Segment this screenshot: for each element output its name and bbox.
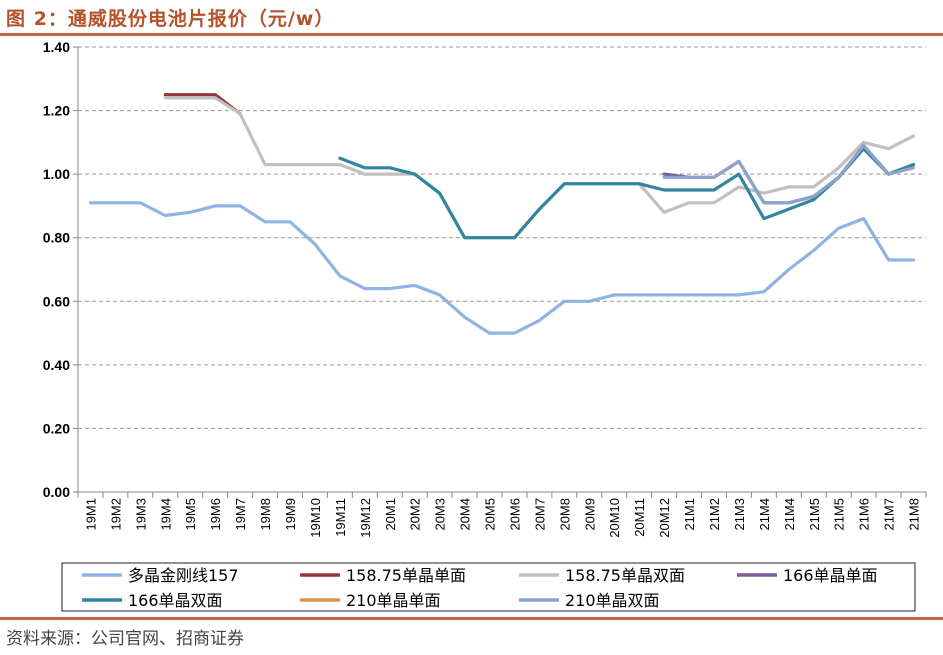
x-tick-label: 20M5 [483, 498, 498, 531]
title-rule [0, 33, 943, 36]
series-line-158.75单晶双面 [163, 96, 916, 240]
x-tick-label: 19M11 [333, 498, 348, 537]
x-tick-label: 21M4 [782, 498, 797, 531]
y-tick-label: 0.20 [43, 420, 70, 436]
axes [73, 46, 927, 498]
x-tick-label: 19M3 [133, 498, 148, 531]
x-tick-label: 21M2 [707, 498, 722, 531]
y-axis-ticks: 0.00 0.20 0.40 0.60 0.80 1.00 1.20 1.40 [43, 39, 70, 500]
y-tick-label: 0.60 [43, 293, 70, 309]
x-tick-label: 21M6 [857, 498, 872, 531]
x-tick-label: 19M8 [258, 498, 273, 531]
x-tick-label: 20M6 [507, 498, 522, 531]
x-tick-label: 19M7 [233, 498, 248, 531]
legend: 多晶金刚线157 158.75单晶单面 158.75单晶双面 166单晶单面 166单晶… [61, 562, 916, 612]
series-line-210单晶双面 [662, 143, 916, 205]
x-tick-label: 19M10 [308, 498, 323, 538]
x-tick-label: 20M9 [582, 498, 597, 531]
y-tick-label: 0.00 [43, 484, 70, 500]
x-tick-label: 19M9 [283, 498, 298, 531]
line-chart: 0.000.200.400.600.801.001.201.40 19M1 19M… [43, 39, 927, 612]
y-tick-label: 1.40 [43, 39, 70, 55]
x-tick-label: 21M4 [757, 498, 772, 531]
series-line-多晶金刚线157 [88, 201, 916, 335]
x-tick-label: 20M4 [458, 498, 473, 531]
x-tick-label: 20M10 [607, 498, 622, 538]
legend-box [61, 562, 916, 612]
legend-label: 210单晶单面 [346, 591, 441, 610]
legend-label: 158.75单晶双面 [565, 566, 685, 585]
y-tick-label: 0.80 [43, 230, 70, 246]
x-tick-label: 21M5 [807, 498, 822, 531]
x-tick-label: 19M2 [108, 498, 123, 531]
legend-label: 158.75单晶单面 [346, 566, 466, 585]
legend-label: 166单晶双面 [128, 591, 223, 610]
x-tick-label: 19M6 [208, 498, 223, 531]
series-lines [88, 93, 916, 335]
x-tick-label: 21M5 [832, 498, 847, 531]
legend-label: 166单晶单面 [783, 566, 878, 585]
figure-title: 图 2：通威股份电池片报价（元/w） [6, 8, 335, 30]
x-tick-label: 21M7 [882, 498, 897, 531]
y-tick-label: 1.00 [43, 166, 70, 182]
x-tick-label: 21M3 [732, 498, 747, 531]
y-tick-label: 1.20 [43, 103, 70, 119]
x-tick-label: 19M4 [158, 498, 173, 531]
x-axis-ticks: 19M1 19M2 19M3 19M4 19M5 19M6 19M7 19M8 19M9 19M1… [83, 498, 921, 538]
x-tick-label: 20M11 [632, 498, 647, 537]
x-tick-label: 19M12 [358, 498, 373, 538]
y-tick-label: 0.40 [43, 357, 70, 373]
legend-label: 210单晶双面 [565, 591, 660, 610]
x-tick-label: 19M1 [83, 498, 98, 531]
series-line-166单晶双面 [338, 147, 916, 240]
source-note: 资料来源：公司官网、招商证券 [6, 629, 244, 649]
x-tick-label: 21M8 [907, 498, 922, 531]
x-tick-label: 20M7 [532, 498, 547, 531]
x-tick-label: 20M8 [557, 498, 572, 531]
x-tick-label: 21M1 [682, 498, 697, 531]
legend-label: 多晶金刚线157 [128, 566, 239, 585]
x-tick-label: 20M1 [383, 498, 398, 531]
x-tick-label: 20M12 [657, 498, 672, 538]
bottom-rule [0, 617, 943, 620]
x-tick-label: 20M3 [433, 498, 448, 531]
x-tick-label: 20M2 [408, 498, 423, 531]
x-tick-label: 19M5 [183, 498, 198, 531]
